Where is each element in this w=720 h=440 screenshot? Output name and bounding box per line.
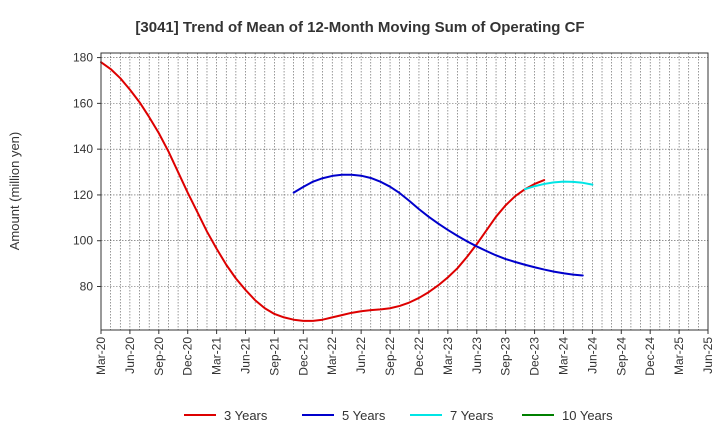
- series-lines: [100, 61, 594, 322]
- x-tick-label: Mar-21: [210, 337, 224, 375]
- x-tick-label: Sep-22: [383, 337, 397, 376]
- legend-label: 7 Years: [450, 408, 494, 423]
- y-tick-label: 160: [73, 96, 93, 110]
- legend-label: 5 Years: [342, 408, 386, 423]
- x-tick-label: Dec-22: [412, 337, 426, 376]
- x-tick-label: Dec-21: [296, 337, 310, 376]
- x-tick-label: Mar-20: [94, 337, 108, 375]
- series-line-5-years: [292, 173, 584, 277]
- x-tick-label: Mar-22: [325, 337, 339, 375]
- x-tick-label: Jun-25: [701, 337, 715, 374]
- x-tick-label: Jun-21: [239, 337, 253, 374]
- y-tick-label: 180: [73, 51, 93, 65]
- x-tick-label: Mar-24: [556, 337, 570, 375]
- x-tick-label: Sep-23: [499, 337, 513, 376]
- x-tick-label: Sep-21: [267, 337, 281, 376]
- grid-lines: [101, 53, 708, 330]
- series-line-3-years: [100, 61, 546, 322]
- x-tick-label: Dec-23: [528, 337, 542, 376]
- y-tick-label: 80: [80, 280, 94, 294]
- x-tick-label: Sep-20: [152, 337, 166, 376]
- y-axis-ticks: 80 100 120 140 160 180: [73, 51, 101, 294]
- x-tick-label: Jun-20: [123, 337, 137, 374]
- y-axis-label: Amount (million yen): [7, 132, 22, 251]
- x-tick-label: Jun-23: [470, 337, 484, 374]
- chart-title: [3041] Trend of Mean of 12-Month Moving …: [135, 19, 584, 36]
- y-tick-label: 100: [73, 234, 93, 248]
- x-tick-label: Sep-24: [614, 337, 628, 376]
- y-tick-label: 120: [73, 188, 93, 202]
- legend: 3 Years 5 Years 7 Years 10 Years: [184, 408, 613, 423]
- x-tick-label: Jun-24: [585, 337, 599, 374]
- legend-label: 10 Years: [562, 408, 613, 423]
- x-tick-label: Mar-25: [672, 337, 686, 375]
- y-tick-label: 140: [73, 142, 93, 156]
- x-axis-ticks: Mar-20 Jun-20 Sep-20 Dec-20 Mar-21 Jun-21 Sep-…: [94, 330, 715, 376]
- x-tick-label: Jun-22: [354, 337, 368, 374]
- x-tick-label: Dec-24: [643, 337, 657, 376]
- legend-label: 3 Years: [224, 408, 268, 423]
- x-tick-label: Mar-23: [441, 337, 455, 375]
- series-line-7-years: [523, 180, 594, 191]
- plot-area-frame: [100, 52, 709, 331]
- x-tick-label: Dec-20: [181, 337, 195, 376]
